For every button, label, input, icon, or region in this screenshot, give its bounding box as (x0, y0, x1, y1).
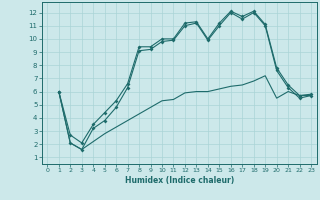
X-axis label: Humidex (Indice chaleur): Humidex (Indice chaleur) (124, 176, 234, 185)
